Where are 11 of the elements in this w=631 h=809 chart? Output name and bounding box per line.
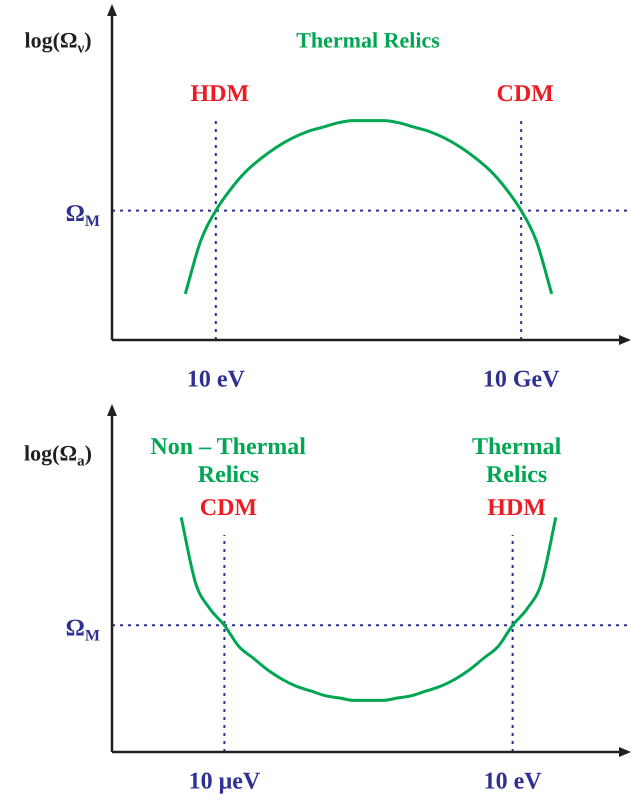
chart-title: Thermal Relics [296, 28, 440, 53]
x-tick-label: 10 μeV [188, 768, 261, 795]
ref-line-label: CDM [496, 81, 554, 108]
ref-line-label: HDM [190, 81, 250, 108]
x-tick-label: 10 eV [484, 768, 542, 795]
text: Thermal Relics [472, 434, 562, 488]
ref-line-label: CDM [200, 495, 258, 522]
x-tick-label: 10 GeV [482, 366, 560, 393]
ref-line-label: HDM [487, 495, 546, 522]
x-tick-label: 10 eV [186, 366, 246, 393]
text: Non – Thermal Relics [150, 434, 306, 488]
